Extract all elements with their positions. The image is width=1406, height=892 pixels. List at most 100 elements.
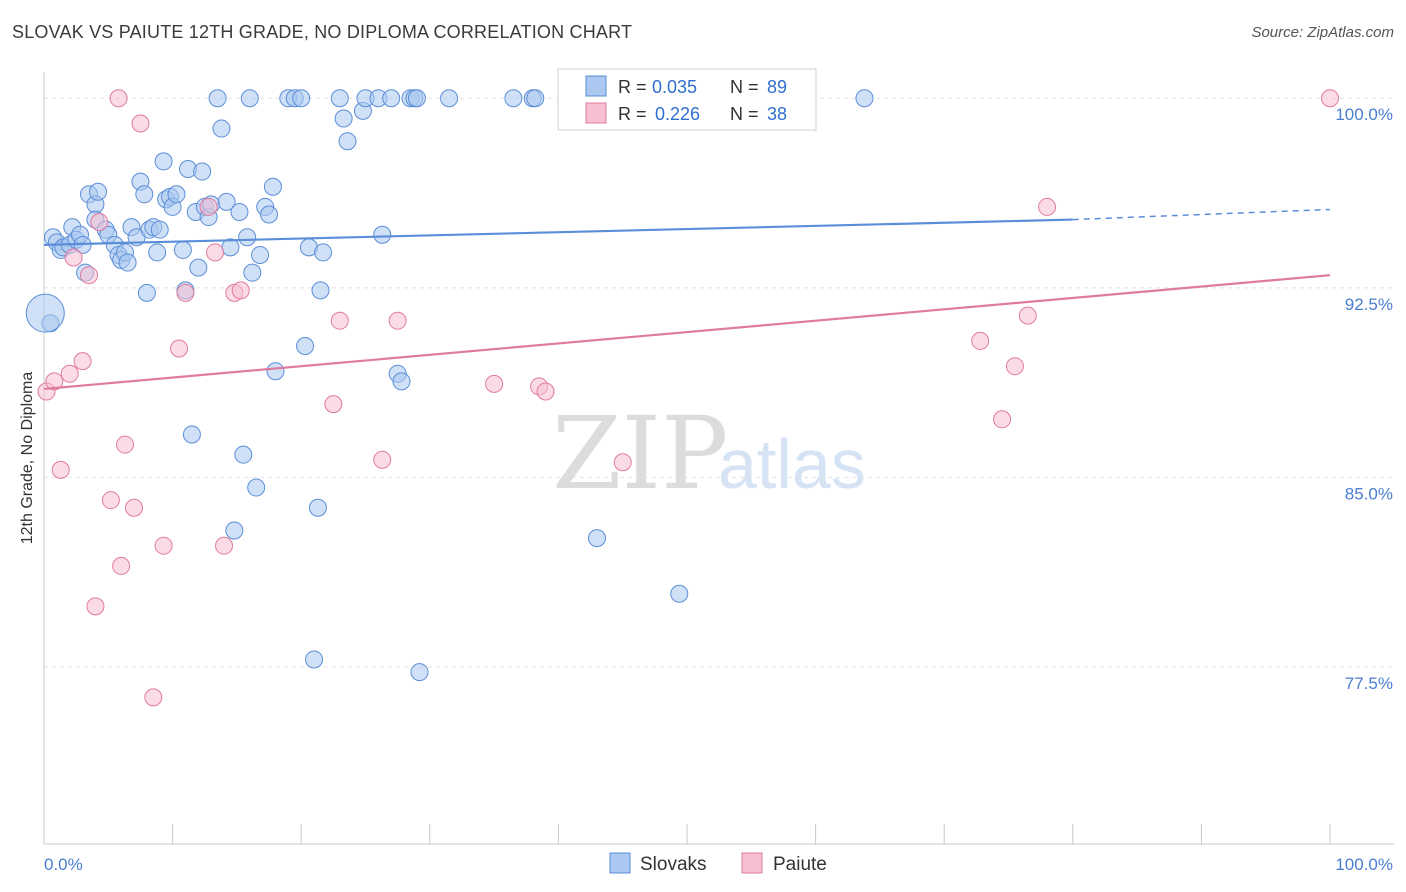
source-label: Source: ZipAtlas.com — [1251, 24, 1394, 41]
point-paiute — [90, 213, 109, 232]
x-tick-left: 0.0% — [44, 855, 83, 874]
point-paiute — [324, 395, 343, 414]
point-slovaks — [266, 362, 285, 381]
trendline-slovaks — [43, 218, 1073, 246]
point-slovaks — [118, 253, 137, 272]
point-paiute — [1038, 197, 1057, 216]
point-slovaks — [148, 243, 167, 262]
legend-n-value-slovaks: 89 — [767, 77, 787, 97]
point-paiute — [206, 243, 225, 262]
point-slovaks — [382, 89, 401, 108]
trendline-paiute — [43, 274, 1331, 391]
bottom-legend-swatch-paiute — [741, 852, 763, 874]
point-slovaks — [330, 89, 349, 108]
point-paiute — [215, 536, 234, 555]
point-slovaks — [225, 521, 244, 540]
point-paiute — [51, 460, 70, 479]
point-slovaks — [189, 258, 208, 277]
point-paiute — [45, 372, 64, 391]
point-paiute — [971, 331, 990, 350]
point-paiute — [101, 491, 120, 510]
point-paiute — [86, 597, 105, 616]
point-slovaks — [135, 185, 154, 204]
point-paiute — [373, 450, 392, 469]
legend-n-label-paiute: N = — [730, 104, 759, 124]
bottom-legend-label-slovaks: Slovaks — [640, 854, 707, 875]
point-slovaks — [230, 202, 249, 221]
point-paiute — [1018, 306, 1037, 325]
chart-title: SLOVAK VS PAIUTE 12TH GRADE, NO DIPLOMA … — [12, 22, 633, 42]
point-slovaks — [392, 372, 411, 391]
bottom-legend: Slovaks Paiute — [609, 852, 827, 875]
point-paiute — [112, 556, 131, 575]
point-paiute — [131, 114, 150, 133]
point-paiute — [330, 311, 349, 330]
point-paiute — [154, 536, 173, 555]
point-paiute — [60, 364, 79, 383]
point-slovaks — [373, 225, 392, 244]
bottom-legend-label-paiute: Paiute — [773, 854, 827, 875]
point-slovaks — [247, 478, 266, 497]
point-slovaks — [182, 425, 201, 444]
y-tick-label: 85.0% — [1345, 484, 1393, 503]
point-slovaks — [212, 119, 231, 138]
legend-r-value-slovaks: 0.035 — [652, 77, 697, 97]
point-slovaks — [238, 228, 257, 247]
point-paiute — [613, 453, 632, 472]
trendline-slovaks-extension — [1072, 208, 1331, 221]
x-tick-right: 100.0% — [1335, 855, 1393, 874]
point-slovaks — [587, 529, 606, 548]
legend-r-label-slovaks: R = — [618, 77, 647, 97]
y-tick-label: 92.5% — [1345, 295, 1393, 314]
y-axis-label: 12th Grade, No Diploma — [19, 372, 36, 545]
point-slovaks — [234, 445, 253, 464]
point-slovaks — [89, 182, 108, 201]
legend-r-label-paiute: R = — [618, 104, 647, 124]
watermark-zip: ZIP — [552, 395, 728, 512]
point-slovaks — [338, 132, 357, 151]
point-slovaks — [137, 283, 156, 302]
point-slovaks — [208, 89, 227, 108]
point-slovaks — [240, 89, 259, 108]
point-paiute — [73, 352, 92, 371]
point-slovaks — [311, 281, 330, 300]
point-paiute — [116, 435, 135, 454]
legend-swatch-paiute — [585, 102, 607, 124]
point-slovaks — [308, 498, 327, 517]
legend-n-value-paiute: 38 — [767, 104, 787, 124]
point-slovaks — [292, 89, 311, 108]
point-paiute — [64, 248, 83, 267]
point-paiute — [109, 89, 128, 108]
point-slovaks — [440, 89, 459, 108]
point-paiute — [170, 339, 189, 358]
point-slovaks — [154, 152, 173, 171]
bottom-legend-swatch-slovaks — [609, 852, 631, 874]
legend-box: R = 0.035 N = 89 R = 0.226 N = 38 — [557, 68, 817, 131]
point-slovaks — [314, 243, 333, 262]
point-slovaks — [334, 109, 353, 128]
point-slovaks — [526, 89, 545, 108]
point-slovaks — [410, 663, 429, 682]
point-slovaks — [855, 89, 874, 108]
legend-r-value-paiute: 0.226 — [655, 104, 700, 124]
point-paiute — [144, 688, 163, 707]
legend-n-label-slovaks: N = — [730, 77, 759, 97]
point-paiute — [1005, 357, 1024, 376]
point-paiute — [485, 374, 504, 393]
point-paiute — [1321, 89, 1339, 108]
y-tick-label: 77.5% — [1345, 674, 1393, 693]
point-slovaks — [305, 650, 324, 669]
point-slovaks — [407, 89, 426, 108]
point-paiute — [199, 197, 218, 216]
watermark-atlas: atlas — [718, 425, 866, 503]
point-slovaks — [173, 240, 192, 259]
point-slovaks-large — [25, 293, 65, 333]
point-slovaks — [243, 263, 262, 282]
point-slovaks — [150, 220, 169, 239]
point-slovaks — [296, 336, 315, 355]
point-paiute — [388, 311, 407, 330]
legend-swatch-slovaks — [585, 75, 607, 97]
point-slovaks — [193, 162, 212, 181]
point-slovaks — [217, 192, 236, 211]
